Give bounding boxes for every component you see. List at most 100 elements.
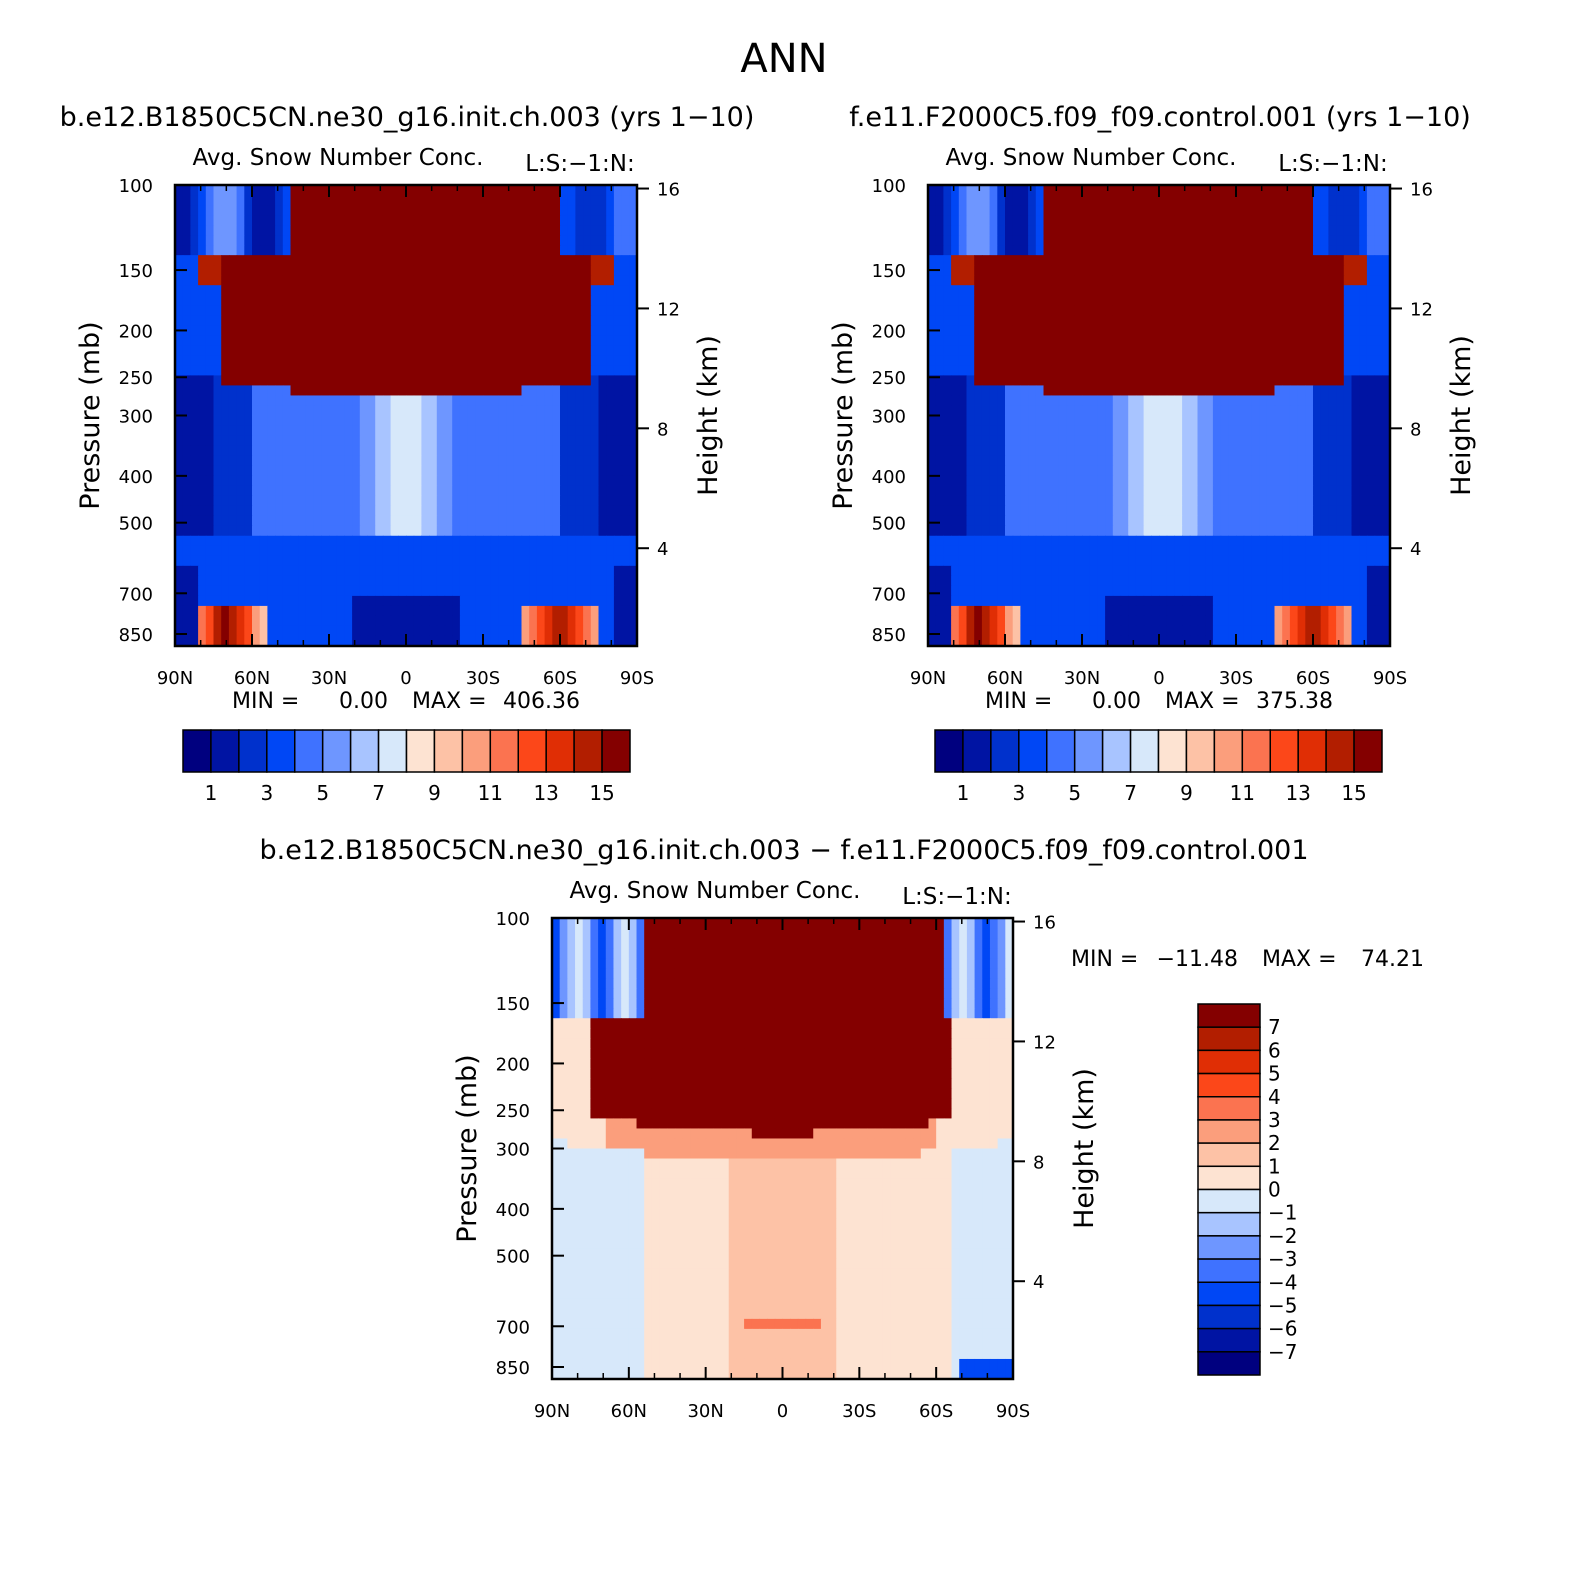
heatmap-cell [1351, 305, 1360, 316]
heatmap-cell [1189, 445, 1199, 457]
heatmap-cell [359, 505, 369, 517]
heatmap-cell [1251, 205, 1260, 216]
heatmap-cell [1374, 375, 1383, 387]
heatmap-cell [1058, 195, 1068, 206]
heatmap-cell [298, 455, 307, 467]
heatmap-cell [598, 395, 607, 407]
heatmap-cell [606, 505, 615, 517]
heatmap-cell [513, 195, 523, 206]
heatmap-cell [606, 585, 615, 597]
heatmap-cell [236, 495, 245, 507]
heatmap-cell [1020, 205, 1029, 216]
heatmap-cell [382, 345, 392, 356]
heatmap-cell [375, 585, 384, 597]
heatmap-cell [1058, 465, 1068, 477]
heatmap-cell [974, 365, 983, 377]
heatmap-cell [1051, 325, 1060, 336]
heatmap-cell [205, 385, 215, 397]
heatmap-cell [205, 415, 215, 427]
heatmap-cell [1143, 265, 1152, 276]
heatmap-cell [429, 545, 438, 557]
heatmap-cell [1074, 335, 1083, 346]
heatmap-cell [329, 595, 338, 607]
heatmap-cell [1212, 275, 1222, 286]
heatmap-cell [298, 595, 307, 607]
heatmap-cell [498, 245, 507, 256]
heatmap-cell [1089, 335, 1098, 346]
heatmap-cell [1243, 315, 1252, 326]
heatmap-cell [1320, 225, 1329, 236]
heatmap-cell [252, 375, 261, 387]
heatmap-cell [483, 305, 492, 316]
colorbar-box [489, 729, 519, 773]
heatmap-cell [966, 515, 975, 527]
heatmap-cell [298, 185, 307, 196]
heatmap-cell [1274, 285, 1283, 296]
heatmap-cell [444, 435, 453, 447]
heatmap-cell [1205, 425, 1214, 437]
heatmap-cell [1012, 425, 1021, 437]
heatmap-cell [621, 565, 630, 577]
heatmap-cell [313, 315, 322, 326]
heatmap-cell [1028, 495, 1037, 507]
heatmap-cell [275, 495, 284, 507]
heatmap-cell [1297, 465, 1306, 477]
heatmap-cell [981, 365, 991, 377]
heatmap-cell [467, 345, 476, 356]
heatmap-cell [1336, 395, 1345, 407]
heatmap-cell [1105, 255, 1114, 266]
heatmap-cell [1028, 465, 1037, 477]
heatmap-cell [1197, 245, 1206, 256]
heatmap-cell [513, 315, 523, 326]
heatmap-cell [1143, 485, 1152, 497]
heatmap-cell [228, 575, 238, 587]
heatmap-cell [575, 265, 584, 276]
heatmap-cell [974, 475, 983, 487]
heatmap-cell [552, 205, 561, 216]
heatmap-cell [943, 215, 952, 226]
heatmap-cell [359, 365, 369, 377]
heatmap-cell [198, 395, 207, 407]
heatmap-cell [498, 215, 507, 226]
heatmap-cell [1236, 425, 1245, 437]
heatmap-cell [1382, 295, 1391, 306]
heatmap-cell [1351, 325, 1360, 336]
heatmap-cell [1336, 525, 1345, 537]
heatmap-cell [1182, 205, 1191, 216]
heatmap-cell [521, 485, 530, 497]
heatmap-cell [1028, 455, 1037, 467]
heatmap-cell [367, 455, 376, 467]
heatmap-cell [367, 345, 376, 356]
heatmap-cell [213, 485, 222, 497]
heatmap-cell [575, 185, 584, 196]
heatmap-cell [228, 615, 238, 627]
heatmap-cell [629, 435, 638, 447]
heatmap-cell [513, 615, 523, 627]
heatmap-cell [997, 475, 1006, 487]
heatmap-cell [1236, 505, 1245, 517]
heatmap-cell [567, 315, 576, 326]
heatmap-cell [590, 485, 600, 497]
heatmap-cell [359, 195, 369, 206]
heatmap-cell [1058, 245, 1068, 256]
heatmap-cell [1236, 355, 1245, 366]
heatmap-cell [951, 475, 960, 487]
heatmap-cell [313, 355, 322, 366]
heatmap-cell [1228, 225, 1237, 236]
heatmap-cell [928, 535, 937, 547]
heatmap-cell [536, 245, 546, 256]
heatmap-cell [1028, 525, 1037, 537]
heatmap-cell [613, 635, 623, 647]
heatmap-cell [1128, 435, 1137, 447]
heatmap-cell [1128, 205, 1137, 216]
heatmap-cell [282, 395, 292, 407]
heatmap-cell [1382, 515, 1391, 527]
x-tick-label: 0 [400, 668, 411, 689]
heatmap-cell [506, 535, 515, 547]
heatmap-cell [1105, 525, 1114, 537]
heatmap-cell [1189, 485, 1199, 497]
heatmap-cell [352, 275, 361, 286]
heatmap-cell [958, 305, 968, 316]
heatmap-cell [1182, 295, 1191, 306]
heatmap-cell [236, 375, 245, 387]
